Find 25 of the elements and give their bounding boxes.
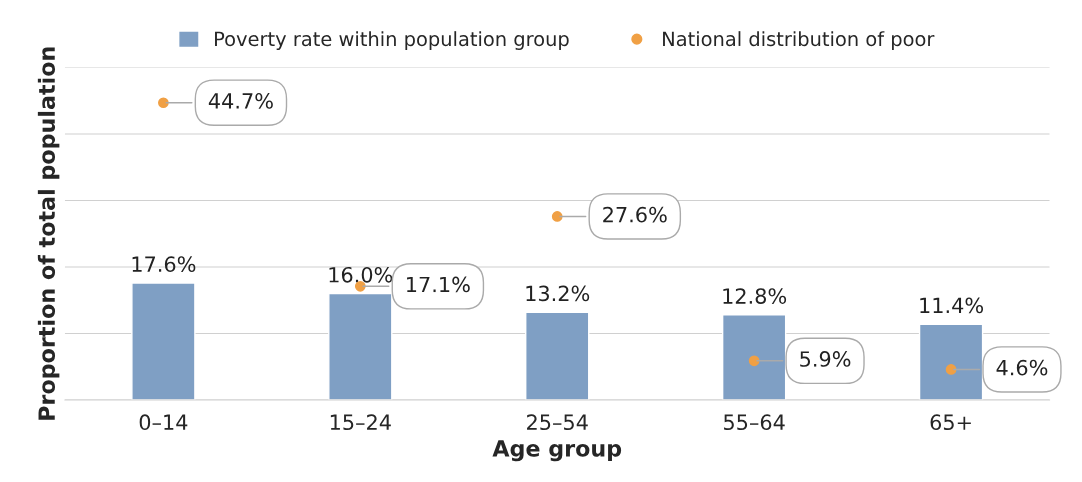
point bbox=[551, 211, 563, 222]
x-tick-label: 0–14 bbox=[139, 414, 188, 431]
data-label: 4.6% bbox=[996, 359, 1048, 376]
data-label: 5.9% bbox=[800, 351, 851, 367]
x-tick-label: 55–64 bbox=[724, 414, 785, 431]
y-axis-title: Proportion of total population bbox=[37, 47, 60, 420]
x-tick-label: 65+ bbox=[930, 414, 971, 431]
legend-label: National distribution of poor bbox=[663, 31, 935, 50]
legend-label: Poverty rate within population group bbox=[215, 31, 569, 50]
data-label: 13.2% bbox=[526, 285, 590, 302]
x-tick-label: 15–24 bbox=[330, 414, 391, 431]
x-axis-title: Age group bbox=[492, 440, 622, 462]
bar bbox=[131, 282, 196, 401]
data-label: 17.6% bbox=[132, 256, 196, 273]
point bbox=[158, 97, 169, 109]
point bbox=[748, 355, 760, 367]
data-label: 27.6% bbox=[603, 206, 667, 223]
data-label: 12.8% bbox=[723, 288, 787, 304]
data-label: 16.0% bbox=[329, 266, 393, 283]
bar bbox=[525, 311, 590, 401]
x-tick-label: 25–54 bbox=[527, 414, 588, 431]
point bbox=[945, 364, 957, 375]
data-label: 17.1% bbox=[407, 276, 470, 293]
data-label: 11.4% bbox=[920, 297, 984, 314]
data-label: 44.7% bbox=[208, 93, 273, 109]
